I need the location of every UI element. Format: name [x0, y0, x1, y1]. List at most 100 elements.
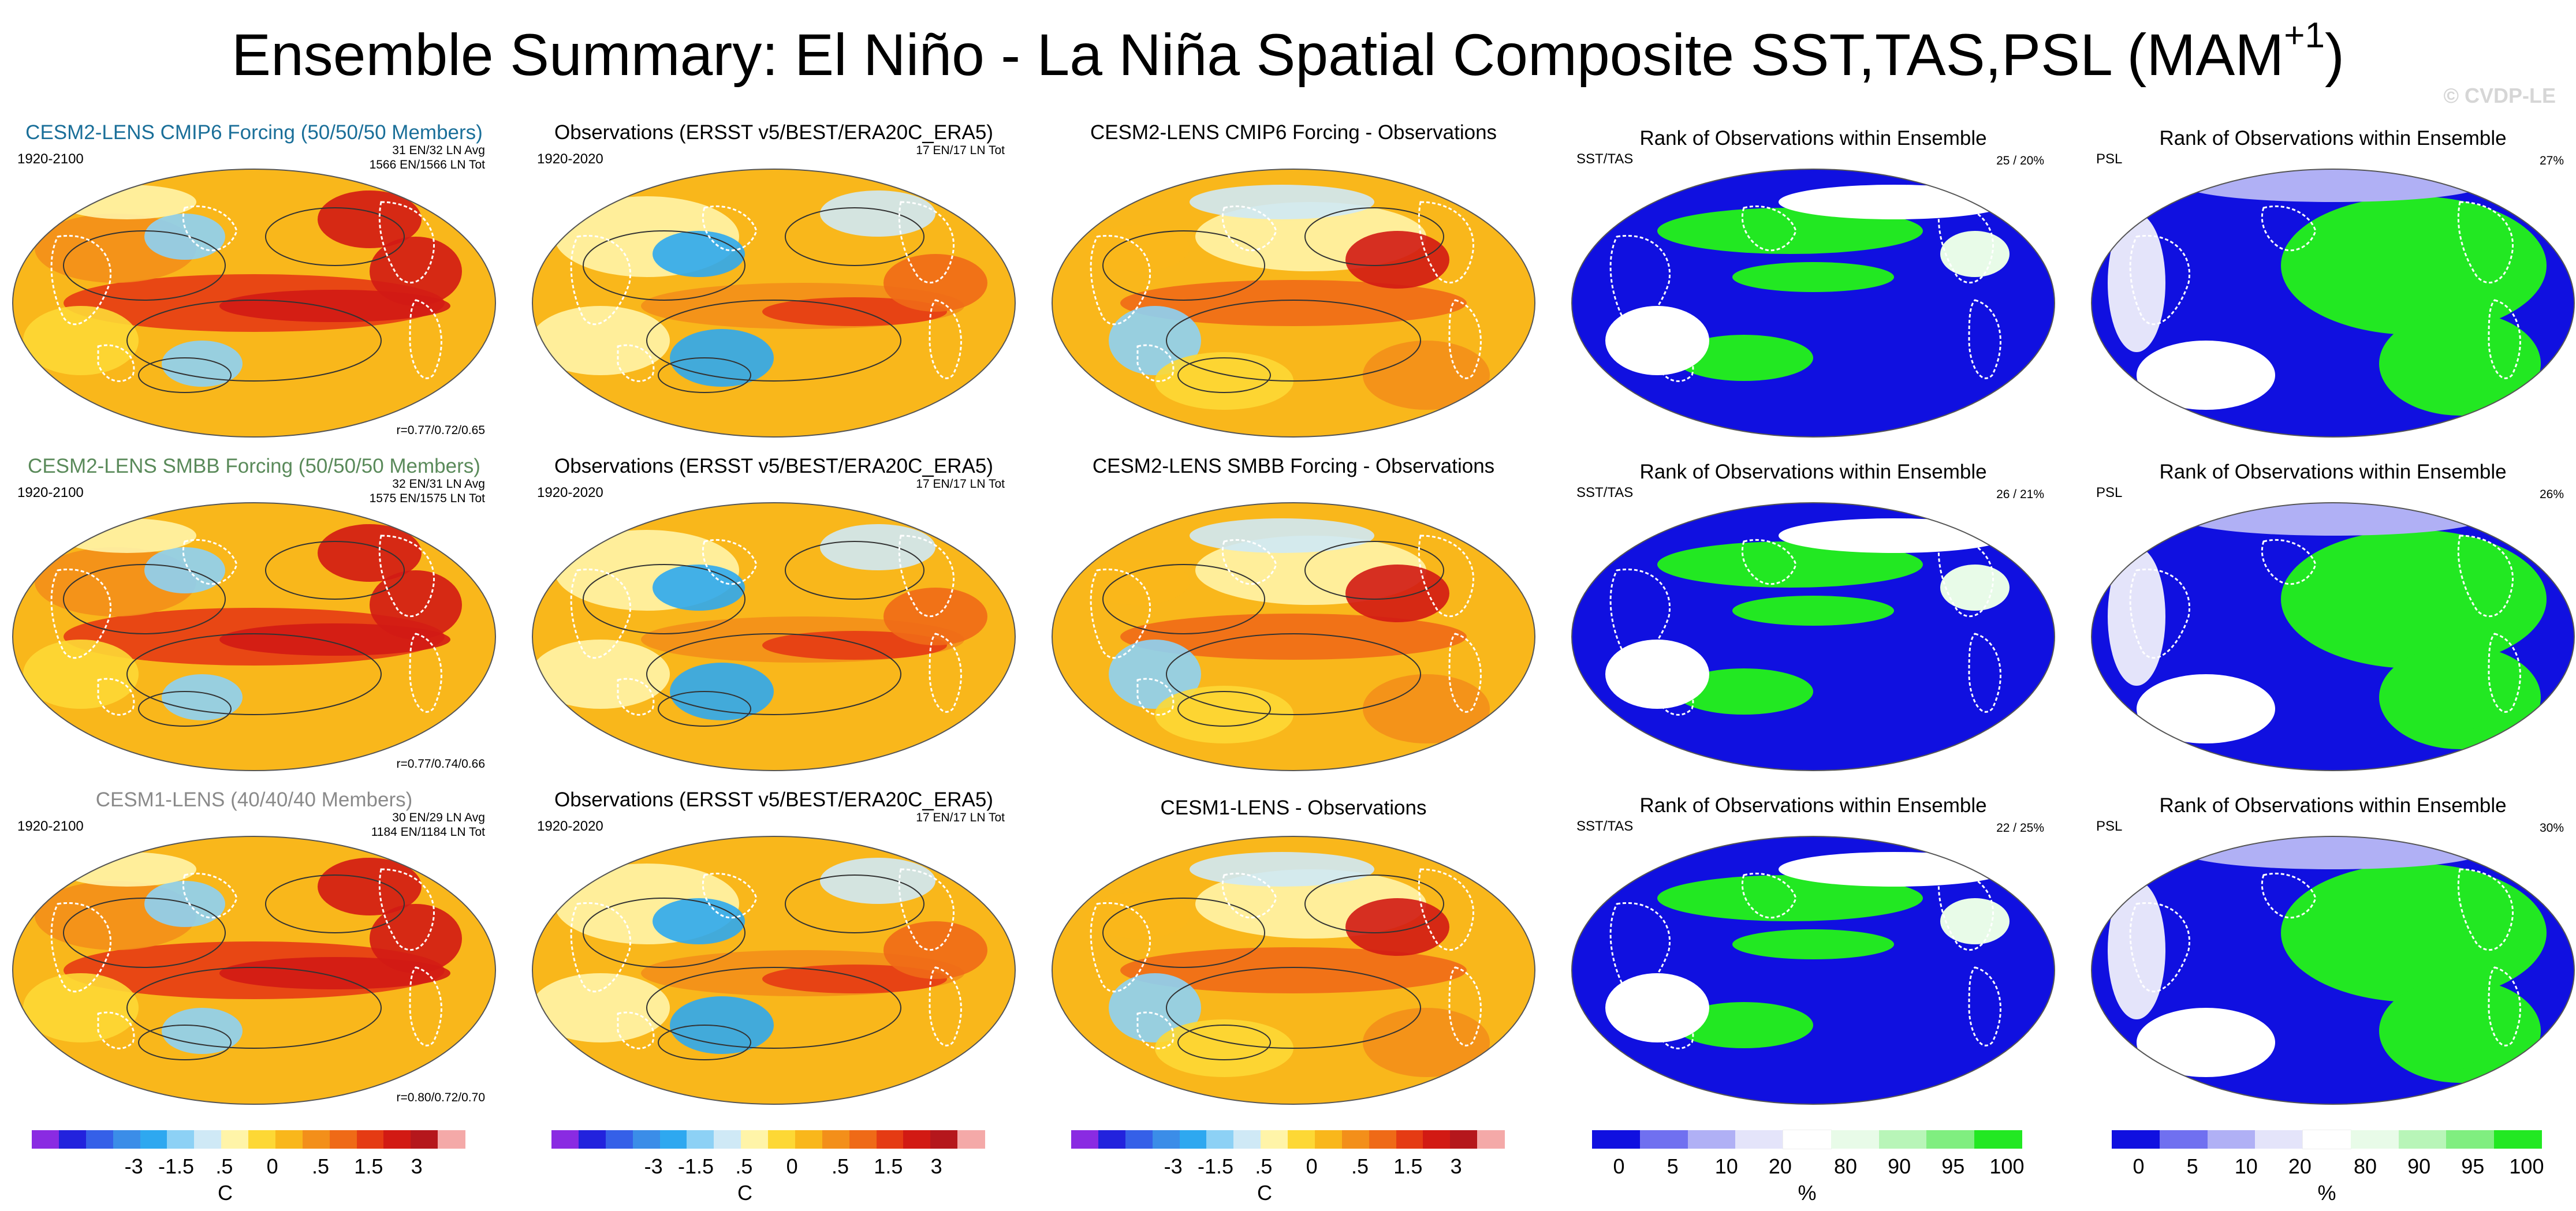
colorbar-cell	[2159, 1130, 2208, 1149]
coastline	[2457, 868, 2514, 951]
colorbar-tick-label: 10	[1714, 1154, 1738, 1178]
coastline	[2261, 205, 2317, 252]
map-ensemble-sst	[12, 836, 496, 1105]
colorbar-cell	[1477, 1130, 1505, 1149]
coastline	[97, 1011, 135, 1049]
colorbar-cell	[957, 1130, 985, 1149]
coastline	[50, 235, 111, 326]
panel-rank-percent: 27%	[2539, 154, 2564, 167]
field-region	[1155, 686, 1293, 743]
contour-line	[265, 874, 405, 933]
panel-period: 1920-2020	[537, 485, 603, 500]
coastline	[1136, 344, 1175, 382]
contour-line	[646, 633, 901, 715]
field-region	[1155, 352, 1293, 410]
colorbar-cell	[1125, 1130, 1153, 1149]
panel-stats: 17 EN/17 LN Tot	[916, 144, 1005, 157]
coastline	[409, 299, 442, 379]
panel-rank-sst-row3: Rank of Observations within Ensemble SST…	[1559, 788, 2067, 1112]
colorbar-cell	[2494, 1130, 2543, 1149]
contour-line	[1177, 1025, 1271, 1060]
contour-line	[1177, 691, 1271, 727]
colorbar-cell	[1831, 1130, 1880, 1149]
field-region	[144, 214, 225, 260]
coastline	[898, 201, 955, 283]
contour-line	[1304, 874, 1444, 933]
colorbar-cell	[768, 1130, 796, 1149]
coastline	[2488, 966, 2521, 1046]
colorbar-tick-label: -1.5	[1197, 1154, 1234, 1178]
colorbar-cell	[32, 1130, 59, 1149]
rank-region	[2281, 864, 2547, 1002]
colorbar-cell	[1341, 1130, 1370, 1149]
colorbar-tick-label: .5	[215, 1154, 233, 1178]
rank-region	[2108, 547, 2165, 686]
field-region	[318, 190, 422, 248]
map-border	[12, 169, 496, 438]
map-observations-sst	[532, 502, 1016, 771]
field-region	[23, 640, 139, 709]
coastline	[898, 868, 955, 951]
panel-rank-percent: 22 / 25%	[1996, 821, 2044, 835]
contour-line	[785, 207, 924, 266]
colorbar-cell	[849, 1130, 877, 1149]
coastline	[1448, 966, 1482, 1046]
colorbar-cell	[687, 1130, 714, 1149]
coastline	[1090, 902, 1151, 993]
colorbar-cell	[329, 1130, 357, 1149]
contour-line	[138, 691, 232, 727]
panel-stats: 31 EN/32 LN Avg 1566 EN/1566 LN Tot	[369, 144, 485, 172]
panel-rank-sst-row2: Rank of Observations within Ensemble SST…	[1559, 455, 2067, 778]
coastline	[1968, 633, 2001, 713]
colorbar-cell	[1314, 1130, 1343, 1149]
colorbar-cell	[714, 1130, 741, 1149]
panel-variable: SST/TAS	[1576, 818, 1634, 834]
coastline	[1136, 1011, 1175, 1049]
colorbar-cell	[1639, 1130, 1688, 1149]
colorbar-cell	[1735, 1130, 1784, 1149]
colorbar-cell	[1423, 1130, 1451, 1149]
map-rank-sst	[1571, 502, 2055, 771]
coastline	[702, 872, 758, 919]
coastline	[97, 678, 135, 716]
panel-rank-sst-row1: Rank of Observations within Ensemble SST…	[1559, 121, 2067, 444]
rank-region	[1605, 973, 1709, 1042]
coastline	[1221, 205, 1277, 252]
coastline	[2457, 201, 2514, 283]
coastline	[2488, 299, 2521, 379]
colorbar-cell	[876, 1130, 904, 1149]
colorbar-cell	[605, 1130, 633, 1149]
colorbar-cell	[113, 1130, 140, 1149]
colorbar-cell	[167, 1130, 195, 1149]
field-region	[1120, 614, 1467, 660]
map-difference-sst	[1052, 502, 1535, 771]
contour-line	[785, 541, 924, 600]
coastline	[409, 633, 442, 713]
contour-line	[1166, 300, 1421, 382]
colorbar-temp-1: -3 -1.5 .5 0 .5 1.5 3 C	[32, 1130, 465, 1211]
rank-region	[1605, 640, 1709, 709]
colorbar-cell	[930, 1130, 958, 1149]
colorbar-tick-label: 90	[1888, 1154, 1911, 1178]
figure-title: Ensemble Summary: El Niño - La Niña Spat…	[0, 14, 2576, 90]
coastline	[570, 902, 631, 993]
pattern-correlation: r=0.77/0.74/0.66	[396, 757, 485, 771]
field-region	[532, 973, 670, 1042]
panel-ensemble-row2: CESM2-LENS SMBB Forcing (50/50/50 Member…	[0, 455, 508, 778]
contour-line	[583, 230, 745, 301]
colorbar-tick-label: -3	[124, 1154, 143, 1178]
panel-title: CESM2-LENS CMIP6 Forcing - Observations	[1090, 121, 1497, 144]
colorbar-cell	[1687, 1130, 1736, 1149]
contour-line	[138, 357, 232, 393]
colorbar-cell	[1233, 1130, 1261, 1149]
rank-region	[2379, 645, 2541, 749]
coastline	[1968, 966, 2001, 1046]
panel-ensemble-row3: CESM1-LENS (40/40/40 Members) 1920-2100 …	[0, 788, 508, 1112]
colorbar-cell	[1288, 1130, 1315, 1149]
panel-title: CESM1-LENS (40/40/40 Members)	[95, 788, 413, 811]
colorbar-cell	[1396, 1130, 1423, 1149]
contour-line	[646, 967, 901, 1049]
colorbar-tick-label: .5	[311, 1154, 330, 1178]
coastline	[182, 872, 238, 919]
contour-line	[658, 1025, 751, 1060]
